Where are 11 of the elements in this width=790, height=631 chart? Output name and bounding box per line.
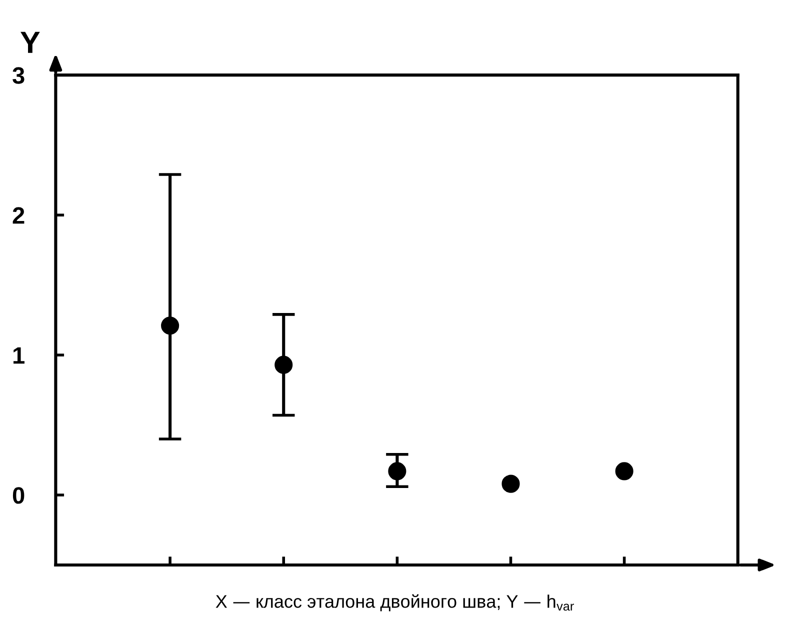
point (161, 316, 180, 335)
point (388, 462, 406, 480)
point (615, 462, 634, 480)
y-tick-label: 3 (12, 67, 24, 84)
y-tick-label: 2 (12, 207, 24, 224)
point (502, 474, 520, 493)
y-tick-label: 0 (12, 487, 24, 504)
text: X — класс эталона двойного шва; Y — h$_{var}$ (216, 594, 574, 612)
point (274, 356, 293, 374)
y-axis-title: Y (20, 32, 40, 53)
y-tick-label: 1 (13, 347, 24, 364)
